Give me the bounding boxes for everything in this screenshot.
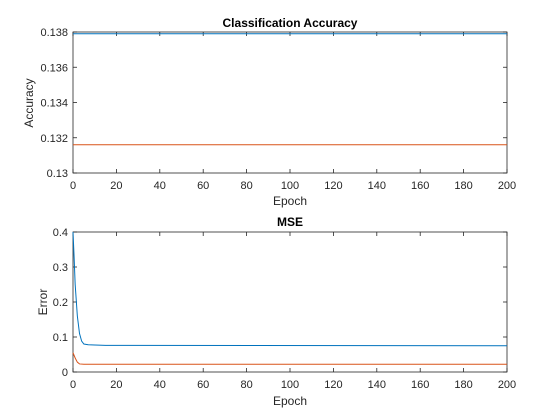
- mse-y-ticks: 0 0.1 0.2 0.3 0.4: [53, 227, 507, 379]
- mse-x-tick-label: 40: [154, 379, 166, 391]
- accuracy-y-ticks: 0.13 0.132 0.134 0.136 0.138: [40, 27, 507, 180]
- mse-x-tick-label: 180: [454, 379, 472, 391]
- accuracy-plot-area: [72, 31, 508, 174]
- mse-x-ticks: 0 20 40 60 80 100 120 140 160 180 200: [70, 232, 516, 391]
- mse-title: MSE: [277, 215, 303, 229]
- mse-x-tick-label: 160: [411, 379, 429, 391]
- accuracy-x-tick-label: 80: [240, 180, 252, 192]
- accuracy-x-tick-label: 60: [197, 180, 209, 192]
- mse-x-label: Epoch: [273, 394, 307, 408]
- accuracy-x-tick-label: 100: [281, 180, 299, 192]
- mse-y-tick-label: 0.2: [53, 297, 68, 309]
- mse-y-tick-label: 0.4: [53, 227, 68, 239]
- mse-y-label: Error: [36, 289, 50, 316]
- accuracy-title: Classification Accuracy: [223, 16, 358, 30]
- accuracy-x-tick-label: 120: [324, 180, 342, 192]
- mse-y-tick-label: 0.1: [53, 332, 68, 344]
- accuracy-x-tick-label: 180: [454, 180, 472, 192]
- accuracy-x-tick-label: 140: [368, 180, 386, 192]
- mse-series: [72, 231, 508, 365]
- mse-x-tick-label: 20: [110, 379, 122, 391]
- mse-x-tick-label: 0: [70, 379, 76, 391]
- accuracy-x-tick-label: 40: [154, 180, 166, 192]
- accuracy-y-tick-label: 0.134: [40, 98, 68, 110]
- accuracy-y-label: Accuracy: [22, 78, 36, 127]
- accuracy-x-tick-label: 0: [70, 180, 76, 192]
- accuracy-subplot: Classification Accuracy 0 20 40 60 80 100 120 1…: [22, 16, 516, 208]
- mse-y-tick-label: 0: [62, 367, 68, 379]
- mse-x-tick-label: 120: [324, 379, 342, 391]
- mse-x-tick-label: 140: [368, 379, 386, 391]
- accuracy-y-tick-label: 0.132: [40, 133, 68, 145]
- mse-subplot: MSE 0 20 40 60 80 100 120 140 160 180 200 00.10.20…: [36, 215, 516, 408]
- mse-x-tick-label: 200: [498, 379, 516, 391]
- accuracy-x-tick-label: 160: [411, 180, 429, 192]
- accuracy-y-tick-label: 0.138: [40, 27, 68, 39]
- mse-y-tick-label: 0.3: [53, 262, 68, 274]
- accuracy-series: [73, 33, 507, 146]
- mse-x-tick-label: 100: [281, 379, 299, 391]
- mse-plot-area: [72, 231, 508, 373]
- mse-x-tick-label: 60: [197, 379, 209, 391]
- accuracy-x-tick-label: 20: [110, 180, 122, 192]
- mse-series-line-1: [72, 231, 508, 347]
- accuracy-y-tick-label: 0.13: [47, 168, 68, 180]
- mse-series-line-2: [72, 352, 507, 365]
- accuracy-x-ticks: 0 20 40 60 80 100 120 140 160 180 200: [70, 32, 516, 192]
- accuracy-y-tick-label: 0.136: [40, 62, 68, 74]
- accuracy-x-label: Epoch: [273, 194, 307, 208]
- accuracy-x-tick-label: 200: [498, 180, 516, 192]
- mse-x-tick-label: 80: [240, 379, 252, 391]
